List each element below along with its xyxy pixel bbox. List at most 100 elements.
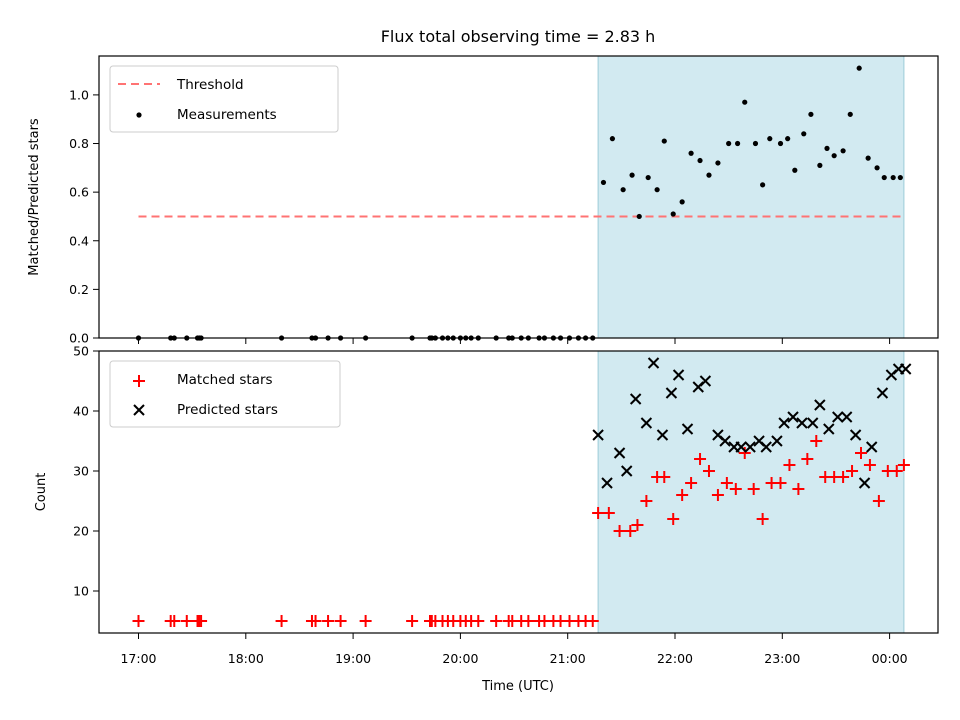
matched-point	[658, 471, 671, 483]
measurement-point	[706, 172, 712, 178]
predicted-point	[640, 417, 653, 429]
count-y-tick-label: 10	[73, 584, 89, 599]
predicted-point	[592, 429, 604, 441]
count-legend: Matched stars Predicted stars	[109, 360, 341, 428]
matched-point	[406, 615, 419, 627]
ratio-legend: Threshold Measurements	[109, 65, 339, 133]
predicted-point	[899, 363, 912, 375]
predicted-point	[806, 417, 819, 429]
matched-point	[602, 507, 615, 519]
measurement-point	[881, 174, 887, 181]
measurement-point	[620, 187, 626, 193]
predicted-point	[699, 375, 712, 387]
matched-point	[863, 459, 876, 471]
measurement-point	[897, 174, 903, 181]
predicted-point	[876, 387, 889, 399]
matched-point	[846, 465, 859, 477]
measurement-point	[670, 211, 676, 217]
predicted-point	[629, 393, 642, 405]
x-axis-label: Time (UTC)	[481, 679, 554, 694]
measurement-point	[831, 153, 837, 159]
measurement-point	[824, 145, 830, 151]
x-tick-label: 20:00	[442, 651, 478, 666]
predicted-point	[672, 369, 685, 381]
predicted-point	[823, 423, 835, 435]
predicted-point	[858, 477, 871, 489]
matched-point	[195, 615, 208, 627]
x-tick-label: 22:00	[657, 651, 693, 666]
predicted-point	[787, 411, 799, 423]
predicted-point	[719, 435, 731, 447]
matched-point	[180, 615, 193, 627]
measurement-point	[865, 155, 871, 161]
matched-point	[854, 447, 867, 459]
matched-point	[624, 525, 637, 537]
predicted-point	[866, 441, 878, 453]
predicted-point	[778, 417, 790, 429]
matched-point	[729, 483, 742, 495]
measurement-point	[817, 162, 823, 168]
matched-point	[640, 495, 653, 507]
measurement-point	[874, 165, 880, 171]
matched-point	[720, 477, 733, 489]
x-tick-label: 18:00	[228, 651, 264, 666]
x-tick-label: 21:00	[550, 651, 586, 666]
measurement-point	[645, 174, 651, 181]
x-tick-label: 23:00	[764, 651, 800, 666]
predicted-point	[840, 411, 853, 423]
ratio-y-tick-label: 0.2	[69, 282, 89, 297]
measurement-point	[679, 199, 685, 205]
count-legend-box	[109, 360, 341, 428]
matched-point	[738, 447, 751, 459]
measurement-point	[847, 111, 853, 117]
matched-point	[472, 615, 485, 627]
matched-point	[586, 615, 599, 627]
matched-point	[872, 495, 885, 507]
matched-point	[783, 459, 796, 471]
measurement-point	[629, 172, 635, 178]
measurements-legend-swatch	[136, 112, 142, 118]
measurement-point	[856, 65, 862, 71]
measurement-point	[600, 179, 607, 186]
matched-point	[322, 615, 335, 627]
measurement-point	[785, 136, 791, 142]
count-y-tick-label: 50	[73, 344, 89, 359]
count-x-ticks: 17:00 18:00 19:00 20:00 21:00 22:00 23:00 00:00	[120, 633, 908, 666]
predicted-point	[849, 429, 862, 441]
x-tick-label: 19:00	[335, 651, 371, 666]
measurement-point	[801, 131, 807, 137]
matched-point	[890, 465, 903, 477]
matched-point	[711, 489, 724, 501]
ratio-y-tick-label: 0.6	[69, 185, 89, 200]
count-shaded-span	[597, 350, 905, 634]
predicted-point	[681, 423, 694, 435]
predicted-point	[744, 441, 756, 453]
measurement-point	[840, 148, 846, 154]
measurement-point	[890, 174, 896, 181]
matched-legend-swatch	[133, 375, 145, 387]
measurement-point	[808, 111, 814, 117]
ratio-axes-frame	[98, 55, 939, 339]
matched-point	[168, 615, 181, 627]
measurement-point	[760, 182, 766, 188]
predicted-legend-label: Predicted stars	[177, 402, 278, 418]
predicted-point	[832, 411, 844, 423]
matched-point	[132, 615, 145, 627]
ratio-x-ticks	[138, 338, 891, 344]
chart-title: Flux total observing time = 2.83 h	[381, 27, 656, 46]
matched-point	[774, 477, 787, 489]
measurement-point	[636, 213, 642, 220]
predicted-point	[771, 435, 783, 447]
ratio-y-tick-label: 1.0	[69, 87, 89, 102]
measurement-point	[742, 99, 748, 105]
count-axes-frame	[98, 350, 939, 634]
measurement-point	[767, 136, 773, 142]
predicted-point	[796, 417, 808, 429]
measurement-point	[734, 140, 741, 147]
predicted-point	[613, 447, 626, 459]
measurement-point	[654, 187, 660, 193]
matched-legend-label: Matched stars	[177, 372, 273, 388]
ratio-y-tick-label: 0.4	[69, 233, 89, 248]
matched-point	[592, 507, 605, 519]
